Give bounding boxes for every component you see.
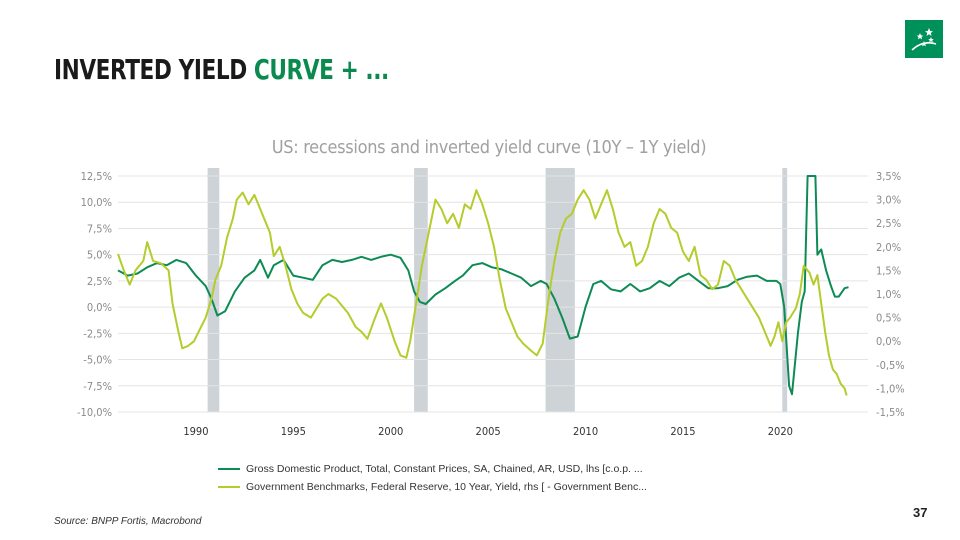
y-left-tick-label: 5,0% (87, 249, 112, 262)
y-left-tick-label: 12,5% (81, 170, 112, 183)
y-right-tick-label: 1,5% (876, 264, 901, 277)
source-note: Source: BNPP Fortis, Macrobond (54, 516, 202, 527)
bnp-stars-logo-icon (905, 20, 943, 58)
y-right-tick-label: 0,5% (876, 312, 901, 325)
y-right-tick-label: -0,5% (876, 359, 905, 372)
chart-title: US: recessions and inverted yield curve … (271, 137, 707, 158)
y-left-tick-label: 10,0% (81, 196, 112, 209)
x-tick-label: 1990 (183, 425, 208, 438)
y-left-tick-label: 0,0% (87, 301, 112, 314)
legend: Gross Domestic Product, Total, Constant … (218, 460, 647, 496)
legend-swatch-gdp (218, 468, 240, 470)
recession-band-1 (414, 168, 428, 412)
x-tick-label: 2005 (476, 425, 501, 438)
y-left-tick-label: -7,5% (83, 380, 112, 393)
y-left-tick-label: -5,0% (83, 354, 112, 367)
legend-item-gdp: Gross Domestic Product, Total, Constant … (218, 460, 647, 478)
legend-label-yield: Government Benchmarks, Federal Reserve, … (246, 481, 647, 493)
x-tick-label: 2020 (768, 425, 793, 438)
legend-swatch-yield (218, 486, 240, 488)
x-tick-label: 2015 (670, 425, 695, 438)
y-left-tick-label: 2,5% (87, 275, 112, 288)
recession-band-3 (782, 168, 788, 412)
x-tick-label: 1995 (281, 425, 306, 438)
y-right-tick-label: 2,0% (876, 241, 901, 254)
y-left-tick-label: -2,5% (83, 327, 112, 340)
slide-title: INVERTED YIELD CURVE + ... (54, 52, 389, 88)
y-right-tick-label: 3,5% (876, 170, 901, 183)
y-right-tick-label: -1,5% (876, 406, 905, 419)
slide-title-main: INVERTED YIELD (54, 53, 254, 86)
series-line-gdp (117, 175, 849, 396)
x-tick-label: 2000 (378, 425, 403, 438)
y-right-tick-label: 2,5% (876, 217, 901, 230)
y-right-tick-label: 3,0% (876, 194, 901, 207)
series-line-yield (117, 189, 848, 396)
y-right-tick-label: -1,0% (876, 382, 905, 395)
legend-label-gdp: Gross Domestic Product, Total, Constant … (246, 463, 643, 475)
x-tick-label: 2010 (573, 425, 598, 438)
legend-item-yield: Government Benchmarks, Federal Reserve, … (218, 478, 647, 496)
page-number: 37 (913, 505, 928, 520)
y-left-tick-label: -10,0% (77, 406, 112, 419)
y-right-tick-label: 1,0% (876, 288, 901, 301)
y-right-tick-label: 0,0% (876, 335, 901, 348)
y-left-tick-label: 7,5% (87, 222, 112, 235)
slide-title-accent: CURVE + ... (253, 53, 389, 86)
